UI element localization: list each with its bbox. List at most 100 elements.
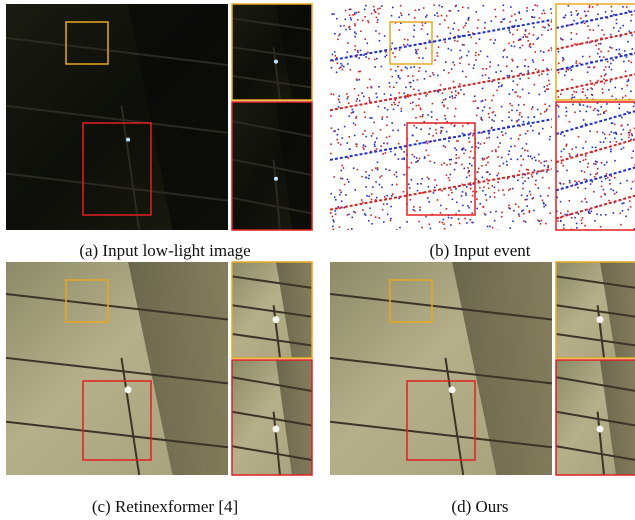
event-dot — [434, 15, 436, 17]
event-dot — [434, 162, 436, 164]
event-dot — [587, 89, 589, 91]
event-dot — [377, 169, 379, 171]
event-dot — [576, 91, 578, 93]
event-dot — [621, 88, 623, 90]
event-dot — [411, 179, 413, 181]
event-dot — [437, 15, 439, 17]
event-dot — [516, 110, 518, 112]
event-dot — [517, 159, 519, 161]
light — [273, 316, 280, 323]
event-dot — [371, 13, 373, 15]
event-dot — [569, 214, 571, 216]
event-dot — [403, 191, 405, 193]
event-dot — [471, 146, 473, 148]
event-dot — [594, 220, 596, 222]
event-dot — [563, 228, 565, 230]
event-dot — [405, 66, 407, 68]
event-dot — [454, 64, 456, 66]
event-dot — [468, 51, 470, 53]
event-dot — [611, 10, 613, 12]
event-dot — [449, 179, 451, 181]
event-dot — [375, 181, 377, 183]
event-dot — [624, 50, 626, 52]
event-dot — [363, 148, 365, 150]
event-dot — [486, 137, 488, 139]
event-dot — [491, 150, 493, 152]
event-dot — [482, 75, 484, 77]
event-dot — [590, 80, 592, 82]
event-dot — [582, 217, 584, 219]
event-dot — [462, 191, 464, 193]
event-dot — [538, 160, 540, 162]
event-dot — [443, 223, 445, 225]
event-dot — [417, 190, 419, 192]
event-dot — [345, 18, 347, 20]
event-dot — [526, 195, 528, 197]
event-dot — [449, 96, 451, 98]
event-dot — [519, 96, 521, 98]
event-dot — [352, 14, 354, 16]
event-dot — [533, 210, 535, 212]
event-dot — [468, 172, 470, 174]
event-dot — [527, 70, 529, 72]
event-dot — [599, 56, 601, 58]
event-dot — [610, 63, 612, 65]
event-dot — [581, 170, 583, 172]
event-dot — [482, 100, 484, 102]
event-dot — [445, 118, 447, 120]
event-dot — [456, 202, 458, 204]
event-dot — [616, 23, 618, 25]
event-dot — [429, 75, 431, 77]
event-dot — [410, 103, 412, 105]
event-dot — [604, 83, 606, 85]
event-dot — [561, 39, 563, 41]
event-dot — [523, 104, 525, 106]
event-dot — [582, 91, 584, 93]
event-dot — [609, 183, 611, 185]
image — [6, 4, 228, 230]
event-dot — [398, 158, 400, 160]
event-dot — [419, 67, 421, 69]
event-dot — [543, 51, 545, 53]
event-dot — [340, 191, 342, 193]
event-dot — [551, 126, 553, 128]
event-dot — [579, 161, 581, 163]
event-dot — [418, 70, 420, 72]
event-dot — [371, 223, 373, 225]
event-dot — [534, 157, 536, 159]
event-dot — [603, 141, 605, 143]
event-dot — [414, 210, 416, 212]
event-dot — [558, 72, 560, 74]
event-dot — [612, 122, 614, 124]
event-dot — [412, 102, 414, 104]
event-dot — [586, 201, 588, 203]
event-dot — [430, 228, 432, 230]
event-dot — [332, 54, 334, 56]
event-dot — [354, 45, 356, 47]
event-dot — [495, 151, 497, 153]
event-dot — [412, 108, 414, 110]
event-dot — [532, 106, 534, 108]
event-dot — [621, 139, 623, 141]
event-dot — [368, 195, 370, 197]
event-dot — [506, 65, 508, 67]
event-dot — [570, 38, 572, 40]
event-dot — [529, 45, 531, 47]
event-dot — [563, 148, 565, 150]
event-dot — [484, 106, 486, 108]
event-dot — [365, 171, 367, 173]
event-dot — [375, 11, 377, 13]
event-dot — [464, 25, 466, 27]
event-dot — [603, 69, 605, 71]
event-dot — [358, 11, 360, 13]
event-dot — [587, 163, 589, 165]
event-dot — [559, 69, 561, 71]
event-dot — [546, 68, 548, 70]
event-dot — [384, 56, 386, 58]
event-dot — [447, 107, 449, 109]
event-dot — [615, 132, 617, 134]
event-dot — [418, 105, 420, 107]
event-dot — [436, 185, 438, 187]
event-dot — [489, 117, 491, 119]
event-dot — [331, 13, 333, 15]
